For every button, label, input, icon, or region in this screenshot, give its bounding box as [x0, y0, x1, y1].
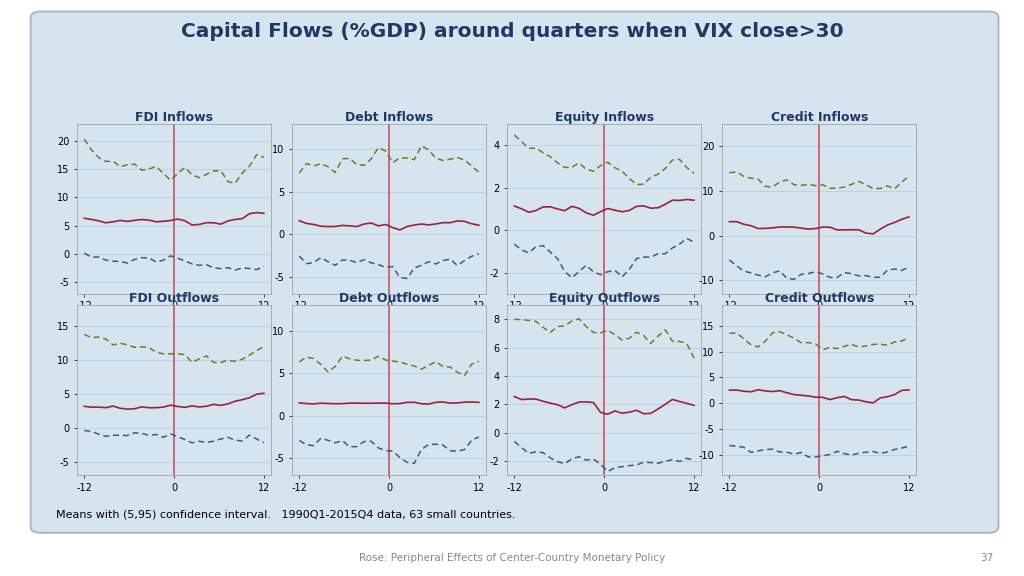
- FancyBboxPatch shape: [31, 12, 998, 533]
- Title: Equity Outflows: Equity Outflows: [549, 292, 659, 305]
- Text: Rose: Peripheral Effects of Center-Country Monetary Policy: Rose: Peripheral Effects of Center-Count…: [358, 552, 666, 563]
- Title: Debt Inflows: Debt Inflows: [345, 111, 433, 124]
- Title: Equity Inflows: Equity Inflows: [555, 111, 653, 124]
- Title: FDI Outflows: FDI Outflows: [129, 292, 219, 305]
- Text: Capital Flows (%GDP) around quarters when VIX close>30: Capital Flows (%GDP) around quarters whe…: [180, 22, 844, 41]
- Text: 37: 37: [980, 552, 993, 563]
- Title: Credit Inflows: Credit Inflows: [770, 111, 868, 124]
- Title: FDI Inflows: FDI Inflows: [135, 111, 213, 124]
- Title: Credit Outflows: Credit Outflows: [765, 292, 873, 305]
- Title: Debt Outflows: Debt Outflows: [339, 292, 439, 305]
- Text: Means with (5,95) confidence interval.   1990Q1-2015Q4 data, 63 small countries.: Means with (5,95) confidence interval. 1…: [56, 509, 516, 520]
